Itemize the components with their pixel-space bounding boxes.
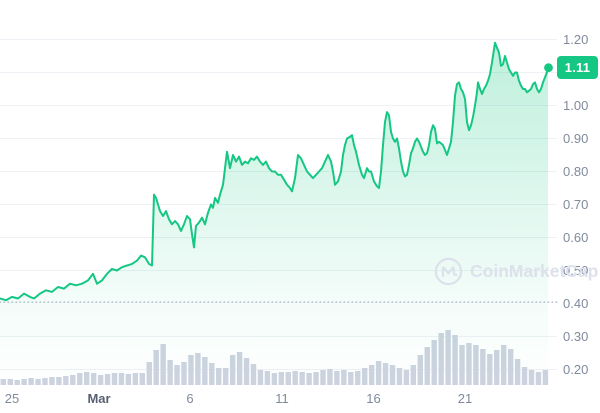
y-axis-label: 0.70 xyxy=(563,197,588,212)
y-axis-label: 0.60 xyxy=(563,230,588,245)
x-axis-label: 11 xyxy=(275,391,289,406)
current-price-badge: 1.11 xyxy=(557,56,598,79)
price-line xyxy=(0,41,549,302)
x-axis-label: 16 xyxy=(366,391,380,406)
y-axis-label: 0.90 xyxy=(563,131,588,146)
price-area-fill xyxy=(0,42,548,386)
y-axis-label: 0.50 xyxy=(563,263,588,278)
y-axis-label: 0.30 xyxy=(563,329,588,344)
y-axis-label: 1.00 xyxy=(563,98,588,113)
x-axis-label: 6 xyxy=(186,391,193,406)
y-axis-label: 1.20 xyxy=(563,32,588,47)
x-axis-label: 25 xyxy=(5,391,19,406)
x-axis-label: Mar xyxy=(87,391,110,406)
y-axis-label: 0.80 xyxy=(563,164,588,179)
y-axis-label: 0.40 xyxy=(563,296,588,311)
latest-price-dot xyxy=(544,63,553,73)
y-axis-label: 0.20 xyxy=(563,362,588,377)
x-axis-label: 21 xyxy=(458,391,472,406)
